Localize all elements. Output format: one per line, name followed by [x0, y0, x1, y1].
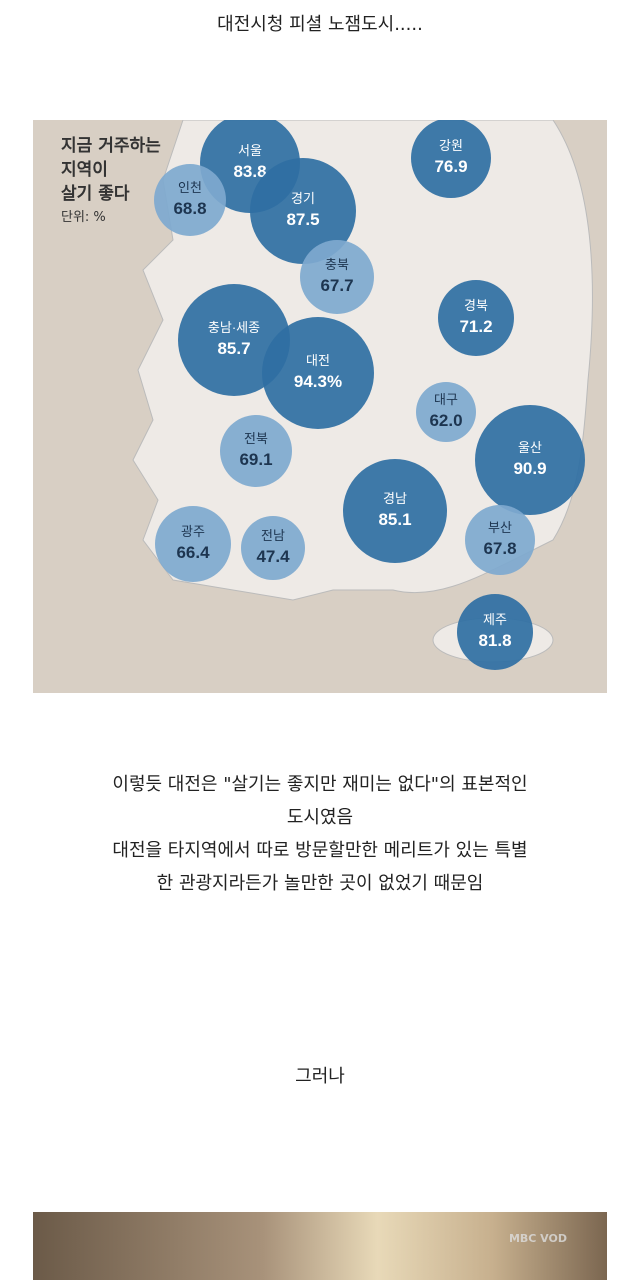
region-bubble-광주: 광주 66.4 [155, 506, 231, 582]
map-title-line: 지금 거주하는 [61, 136, 161, 156]
region-name: 충남·세종 [208, 320, 260, 335]
region-value: 85.7 [217, 339, 250, 358]
map-title-line: 지역이 [61, 160, 108, 180]
region-bubble-부산: 부산 67.8 [465, 505, 535, 575]
region-value: 68.8 [173, 199, 206, 218]
region-circle [411, 118, 491, 198]
region-name: 경남 [383, 491, 407, 506]
region-circle [475, 405, 585, 515]
region-circle [241, 516, 305, 580]
region-name: 경기 [291, 191, 315, 206]
region-value: 85.1 [378, 510, 411, 529]
region-value: 81.8 [478, 631, 511, 650]
region-circle [438, 280, 514, 356]
body-paragraph: 이렇듯 대전은 "살기는 좋지만 재미는 없다"의 표본적인 도시였음 대전을 … [0, 768, 640, 900]
region-bubble-대전: 대전 94.3% [262, 317, 374, 429]
region-bubble-울산: 울산 90.9 [475, 405, 585, 515]
region-circle [300, 240, 374, 314]
region-value: 71.2 [459, 317, 492, 336]
region-circle [465, 505, 535, 575]
map-svg: 서울 83.8 경기 87.5 인천 68.8 강원 76.9 충북 67.7 충남·세종 85.7 대… [132, 113, 593, 670]
region-bubble-인천: 인천 68.8 [154, 164, 226, 236]
region-value: 76.9 [434, 157, 467, 176]
region-bubble-전북: 전북 69.1 [220, 415, 292, 487]
region-bubble-경북: 경북 71.2 [438, 280, 514, 356]
region-bubble-대구: 대구 62.0 [416, 382, 476, 442]
region-name: 대구 [434, 392, 458, 407]
region-value: 87.5 [286, 210, 319, 229]
region-value: 67.8 [483, 539, 516, 558]
region-name: 인천 [178, 180, 202, 195]
region-value: 69.1 [239, 450, 272, 469]
region-value: 90.9 [513, 459, 546, 478]
region-name: 서울 [238, 143, 262, 158]
post-title: 대전시청 피셜 노잼도시..... [217, 14, 423, 35]
region-bubble-강원: 강원 76.9 [411, 118, 491, 198]
region-value: 83.8 [233, 162, 266, 181]
region-circle [155, 506, 231, 582]
region-name: 강원 [439, 138, 463, 153]
paragraph-line: 도시였음 [286, 807, 354, 828]
region-name: 부산 [488, 520, 512, 535]
region-value: 67.7 [320, 276, 353, 295]
however-text: 그러나 [295, 1066, 345, 1087]
region-name: 울산 [518, 440, 542, 455]
region-circle [343, 459, 447, 563]
region-bubble-경기: 경기 87.5 [250, 158, 356, 264]
region-value: 47.4 [256, 547, 290, 566]
map-unit: 단위: % [61, 210, 106, 225]
region-value: 66.4 [176, 543, 210, 562]
watermark: MBC VOD [508, 1232, 567, 1245]
region-value: 94.3% [294, 372, 342, 391]
region-circle [416, 382, 476, 442]
region-name: 충북 [325, 257, 349, 272]
region-bubble-충남·세종: 충남·세종 85.7 [178, 284, 290, 396]
region-circle [457, 594, 533, 670]
region-name: 제주 [483, 612, 507, 627]
region-name: 전남 [261, 528, 285, 543]
region-name: 광주 [181, 524, 205, 539]
paragraph-line: 대전을 타지역에서 따로 방문할만한 메리트가 있는 특별 [112, 840, 528, 861]
region-circle [178, 284, 290, 396]
paragraph-line: 한 관광지라든가 놀만한 곳이 없었기 때문임 [156, 873, 484, 894]
region-bubble-제주: 제주 81.8 [457, 594, 533, 670]
region-circle [262, 317, 374, 429]
region-name: 경북 [464, 298, 488, 313]
region-circle [250, 158, 356, 264]
region-name: 대전 [306, 353, 330, 368]
paragraph-line: 이렇듯 대전은 "살기는 좋지만 재미는 없다"의 표본적인 [112, 774, 528, 795]
region-circle [154, 164, 226, 236]
korea-satisfaction-map: 서울 83.8 경기 87.5 인천 68.8 강원 76.9 충북 67.7 충남·세종 85.7 대… [33, 113, 607, 693]
region-bubble-경남: 경남 85.1 [343, 459, 447, 563]
map-title-line: 살기 좋다 [61, 184, 130, 204]
region-name: 전북 [244, 431, 268, 446]
region-bubble-충북: 충북 67.7 [300, 240, 374, 314]
tv-screenshot-image: MBC VOD [33, 1212, 607, 1280]
region-circle [220, 415, 292, 487]
region-value: 62.0 [429, 411, 462, 430]
region-bubble-전남: 전남 47.4 [241, 516, 305, 580]
